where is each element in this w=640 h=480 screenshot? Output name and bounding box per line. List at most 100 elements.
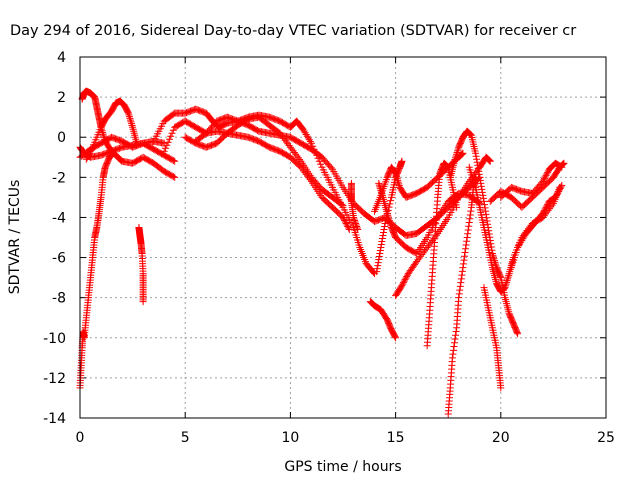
data-point: [492, 262, 500, 270]
data-point: [164, 138, 172, 146]
data-point: [457, 279, 465, 287]
data-point: [289, 147, 297, 155]
data-point: [125, 111, 133, 119]
data-point: [399, 279, 407, 287]
series-track-10: [181, 113, 347, 209]
plot-frame: [79, 56, 607, 419]
series-track-22: [480, 284, 505, 392]
data-point: [344, 222, 352, 230]
series-track-12: [366, 298, 400, 342]
data-point: [314, 154, 322, 162]
data-point: [514, 244, 522, 252]
data-point: [482, 210, 490, 218]
data-point: [353, 224, 361, 232]
data-point: [452, 152, 460, 160]
series-track-03: [76, 133, 179, 165]
data-point: [457, 275, 465, 283]
data-point: [452, 154, 460, 162]
data-point: [292, 150, 300, 158]
data-point: [484, 220, 492, 228]
data-point: [463, 237, 471, 245]
data-point: [109, 150, 117, 158]
data-point: [377, 241, 385, 249]
data-point: [473, 155, 481, 163]
data-point: [544, 168, 552, 176]
data-point: [462, 241, 470, 249]
data-point: [482, 207, 490, 215]
data-point: [451, 335, 459, 343]
data-point: [338, 200, 346, 208]
data-point: [452, 331, 460, 339]
data-point: [85, 151, 93, 159]
y-tick-label: -2: [52, 170, 66, 186]
data-point: [165, 135, 173, 143]
data-point: [455, 294, 463, 302]
data-point: [339, 201, 347, 209]
data-point: [402, 274, 410, 282]
data-point: [558, 181, 566, 189]
data-point: [490, 255, 498, 263]
data-point: [444, 163, 452, 171]
data-point: [449, 346, 457, 354]
y-tick-label: -12: [43, 371, 66, 387]
data-point: [466, 215, 474, 223]
data-point: [395, 182, 403, 190]
data-point: [86, 148, 94, 156]
data-point: [560, 159, 568, 167]
data-point: [462, 245, 470, 253]
data-point: [467, 207, 475, 215]
data-point: [466, 211, 474, 219]
data-point: [555, 186, 563, 194]
data-point: [458, 267, 466, 275]
data-point: [99, 130, 107, 138]
data-point: [478, 185, 486, 193]
data-point: [443, 162, 451, 170]
data-point: [558, 163, 566, 171]
data-point: [552, 193, 560, 201]
data-point: [82, 155, 90, 163]
chart-title: Day 294 of 2016, Sidereal Day-to-day VTE…: [10, 23, 576, 39]
data-point: [504, 273, 512, 281]
data-point: [479, 191, 487, 199]
data-point: [88, 145, 96, 153]
y-tick-label: -10: [43, 331, 66, 347]
data-point: [284, 140, 292, 148]
data-point: [288, 145, 296, 153]
data-point: [392, 334, 400, 342]
data-point: [139, 298, 147, 306]
data-point: [556, 162, 564, 170]
data-point: [301, 129, 309, 137]
data-point: [424, 242, 432, 250]
data-point: [304, 134, 312, 142]
data-point: [419, 249, 427, 257]
data-point: [342, 219, 350, 227]
data-point: [315, 157, 323, 165]
series-track-15: [375, 179, 484, 258]
data-points-layer: [76, 87, 568, 418]
data-point: [465, 218, 473, 226]
data-point: [520, 233, 528, 241]
data-point: [161, 144, 169, 152]
data-point: [501, 284, 509, 292]
data-point: [422, 245, 430, 253]
data-point: [450, 343, 458, 351]
data-point: [386, 200, 394, 208]
data-point: [375, 256, 383, 264]
data-point: [516, 240, 524, 248]
data-point: [503, 278, 511, 286]
data-point: [87, 146, 95, 154]
data-point: [454, 145, 462, 153]
y-tick-label: -8: [52, 291, 66, 307]
data-point: [505, 271, 513, 279]
data-point: [379, 231, 387, 239]
data-point: [454, 147, 462, 155]
data-point: [401, 276, 409, 284]
data-point: [380, 225, 388, 233]
data-point: [479, 194, 487, 202]
data-point: [341, 218, 349, 226]
y-tick-label: 4: [57, 50, 66, 66]
data-point: [313, 151, 321, 159]
data-point: [541, 205, 549, 213]
data-point: [461, 249, 469, 257]
data-point: [392, 171, 400, 179]
